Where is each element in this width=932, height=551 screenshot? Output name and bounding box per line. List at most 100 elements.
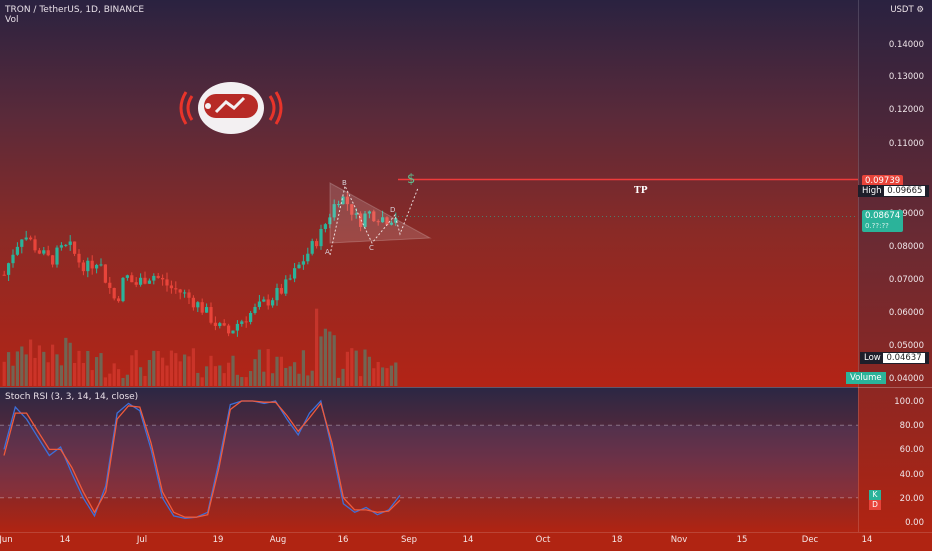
candle-body [77,253,81,263]
candle-body [134,282,138,285]
candle-body [156,275,160,278]
volume-bar [156,351,160,386]
volume-bar [367,356,371,386]
candle-body [59,245,63,248]
volume-bar [275,356,279,386]
candle-body [200,302,204,313]
candle-body [249,312,253,322]
candle-body [275,287,279,301]
candle-body [354,213,358,215]
rsi-tick: 20.00 [899,494,924,504]
volume-bar [301,350,305,386]
candle-body [257,301,261,307]
rsi-legend[interactable]: Stoch RSI (3, 3, 14, 14, close) [5,392,139,402]
candle-body [51,255,55,265]
volume-bar [253,359,257,386]
volume-bar [191,348,195,386]
stoch-rsi-pane[interactable] [0,388,858,532]
volume-bar [205,366,209,386]
candle-body [187,292,191,298]
price-tick: 0.07000 [888,275,924,285]
time-tick: 15 [736,535,748,545]
time-axis[interactable] [0,532,932,551]
candle-body [37,250,41,254]
volume-bar [29,339,33,386]
volume-bar [381,367,385,386]
price-tick: 0.08000 [888,242,924,252]
pane-separator[interactable] [0,387,932,388]
candle-body [103,264,107,283]
volume-bar [345,351,349,386]
volume-bar [244,377,248,386]
candle-body [117,298,121,302]
candle-body [81,262,85,272]
main-chart-pane[interactable] [0,0,858,387]
candle-body [209,307,213,323]
candle-body [293,268,297,279]
price-tick: 0.05000 [888,341,924,351]
candle-body [345,196,349,205]
volume-bar [389,365,393,386]
candle-body [301,261,305,265]
volume-bar [15,351,19,386]
symbol-legend[interactable]: TRON / TetherUS, 1D, BINANCE [5,5,145,15]
rsi-tick: 0.00 [905,518,924,528]
time-tick: 14 [861,535,873,545]
volume-bar [24,354,28,386]
candle-body [143,277,147,284]
volume-bar [161,357,165,386]
price-tick: 0.04000 [888,374,924,384]
candle-body [315,241,319,247]
volume-bar [121,377,125,386]
volume-bar [200,377,204,386]
candle-body [196,302,200,308]
volume-bar [218,365,222,386]
volume-legend[interactable]: Vol [5,15,19,25]
volume-bar [169,350,173,386]
volume-bar [315,308,319,386]
volume-bar [165,365,169,386]
candle-body [42,250,46,254]
volume-bar [257,349,261,386]
candle-body [46,250,50,256]
candle-body [227,325,231,334]
volume-bar [332,335,336,386]
volume-bar [394,362,398,386]
candle-body [222,323,226,326]
candle-body [205,307,209,313]
volume-bar [235,374,239,386]
rsi-chart-canvas[interactable] [0,388,858,532]
candle-body [231,330,235,334]
volume-bar [139,367,143,386]
volume-bar [213,366,217,386]
candle-body [11,254,15,264]
logo-icon [179,82,283,134]
candle-body [147,280,151,284]
volume-bar [328,331,332,386]
time-tick: Oct [535,535,551,545]
tp-label: TP [634,186,648,196]
volume-bar [51,344,55,386]
volume-bar [266,349,270,386]
volume-bar [288,366,292,386]
time-tick: 14 [462,535,474,545]
candle-body [139,277,143,285]
candle-body [389,222,393,225]
price-axis[interactable] [858,0,932,532]
triangle-pattern [329,182,432,244]
candle-body [235,323,239,331]
volume-bar [350,348,354,386]
volume-bar [20,346,24,386]
volume-bar [363,349,367,386]
point-label-a: A [325,248,330,256]
price-tick: 0.09000 [888,209,924,219]
volume-bar [262,371,266,386]
volume-bar [279,356,283,386]
volume-bar [64,337,68,386]
volume-bar [55,354,59,386]
current-price-tag: 0.08674 0.??:?? [862,210,904,232]
candle-body [20,239,24,247]
settings-icon[interactable]: ⚙ [916,5,924,15]
volume-bar [341,368,345,386]
price-chart-canvas[interactable] [0,0,858,387]
